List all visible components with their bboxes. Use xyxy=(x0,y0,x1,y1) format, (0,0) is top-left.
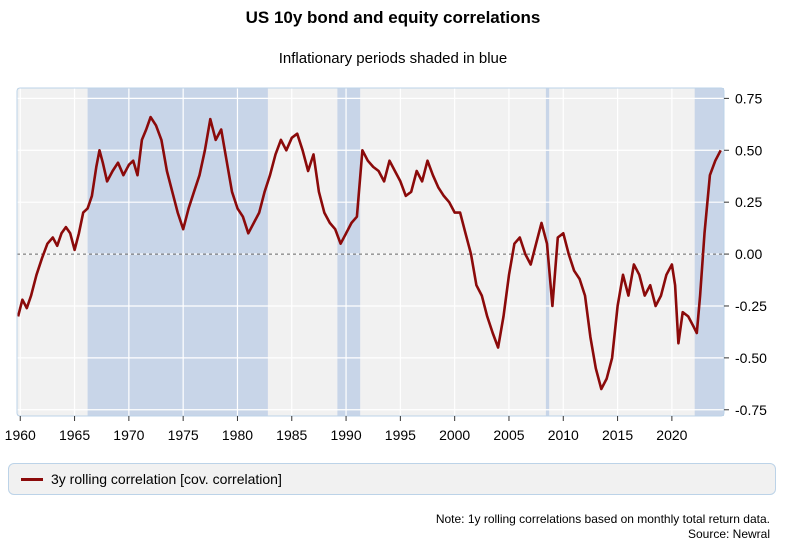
y-tick-label-1: 0.50 xyxy=(735,142,762,158)
footnote: Note: 1y rolling correlations based on m… xyxy=(436,512,770,542)
chart-area: 0.75 0.50 0.25 0.00 -0.25 -0.50 -0.75 1960 1965… xyxy=(5,87,767,443)
x-tick-label-1975: 1975 xyxy=(168,427,199,443)
x-tick-label-1960: 1960 xyxy=(5,427,36,443)
grid-lines xyxy=(17,88,724,416)
legend-swatch xyxy=(21,478,43,481)
chart-title: US 10y bond and equity correlations xyxy=(245,8,541,27)
correlation-line xyxy=(16,115,722,391)
y-axis: 0.75 0.50 0.25 0.00 -0.25 -0.50 -0.75 xyxy=(724,90,767,418)
x-tick-label-1990: 1990 xyxy=(330,427,361,443)
source-text: Source: Newral xyxy=(687,527,770,541)
y-tick-label-0: 0.75 xyxy=(735,90,762,106)
y-tick-label-5: -0.50 xyxy=(735,350,767,366)
x-axis: 1960 1965 1970 1975 1980 1985 1990 1995 2000 2005… xyxy=(5,416,688,443)
x-tick-label-2010: 2010 xyxy=(548,427,579,443)
y-tick-label-3: 0.00 xyxy=(735,246,762,262)
chart-subtitle: Inflationary periods shaded in blue xyxy=(278,50,508,67)
x-tick-label-2020: 2020 xyxy=(656,427,687,443)
legend: 3y rolling correlation [cov. correlation… xyxy=(8,463,776,495)
x-tick-label-2015: 2015 xyxy=(602,427,633,443)
y-tick-label-6: -0.75 xyxy=(735,402,767,418)
inflation-shade-0 xyxy=(87,88,268,416)
y-tick-label-4: -0.25 xyxy=(735,298,767,314)
x-tick-label-1965: 1965 xyxy=(59,427,90,443)
series-group xyxy=(16,115,722,391)
y-tick-label-2: 0.25 xyxy=(735,194,762,210)
inflation-shade-1 xyxy=(337,88,361,416)
x-tick-label-2000: 2000 xyxy=(439,427,470,443)
inflation-shade-3 xyxy=(694,88,724,416)
plot-frame xyxy=(16,87,725,417)
note-text: Note: 1y rolling correlations based on m… xyxy=(435,512,770,526)
x-tick-label-1995: 1995 xyxy=(385,427,416,443)
x-tick-label-1970: 1970 xyxy=(113,427,144,443)
legend-label: 3y rolling correlation [cov. correlation… xyxy=(51,471,282,487)
x-tick-label-1980: 1980 xyxy=(222,427,253,443)
x-tick-label-2005: 2005 xyxy=(493,427,524,443)
x-tick-label-1985: 1985 xyxy=(276,427,307,443)
